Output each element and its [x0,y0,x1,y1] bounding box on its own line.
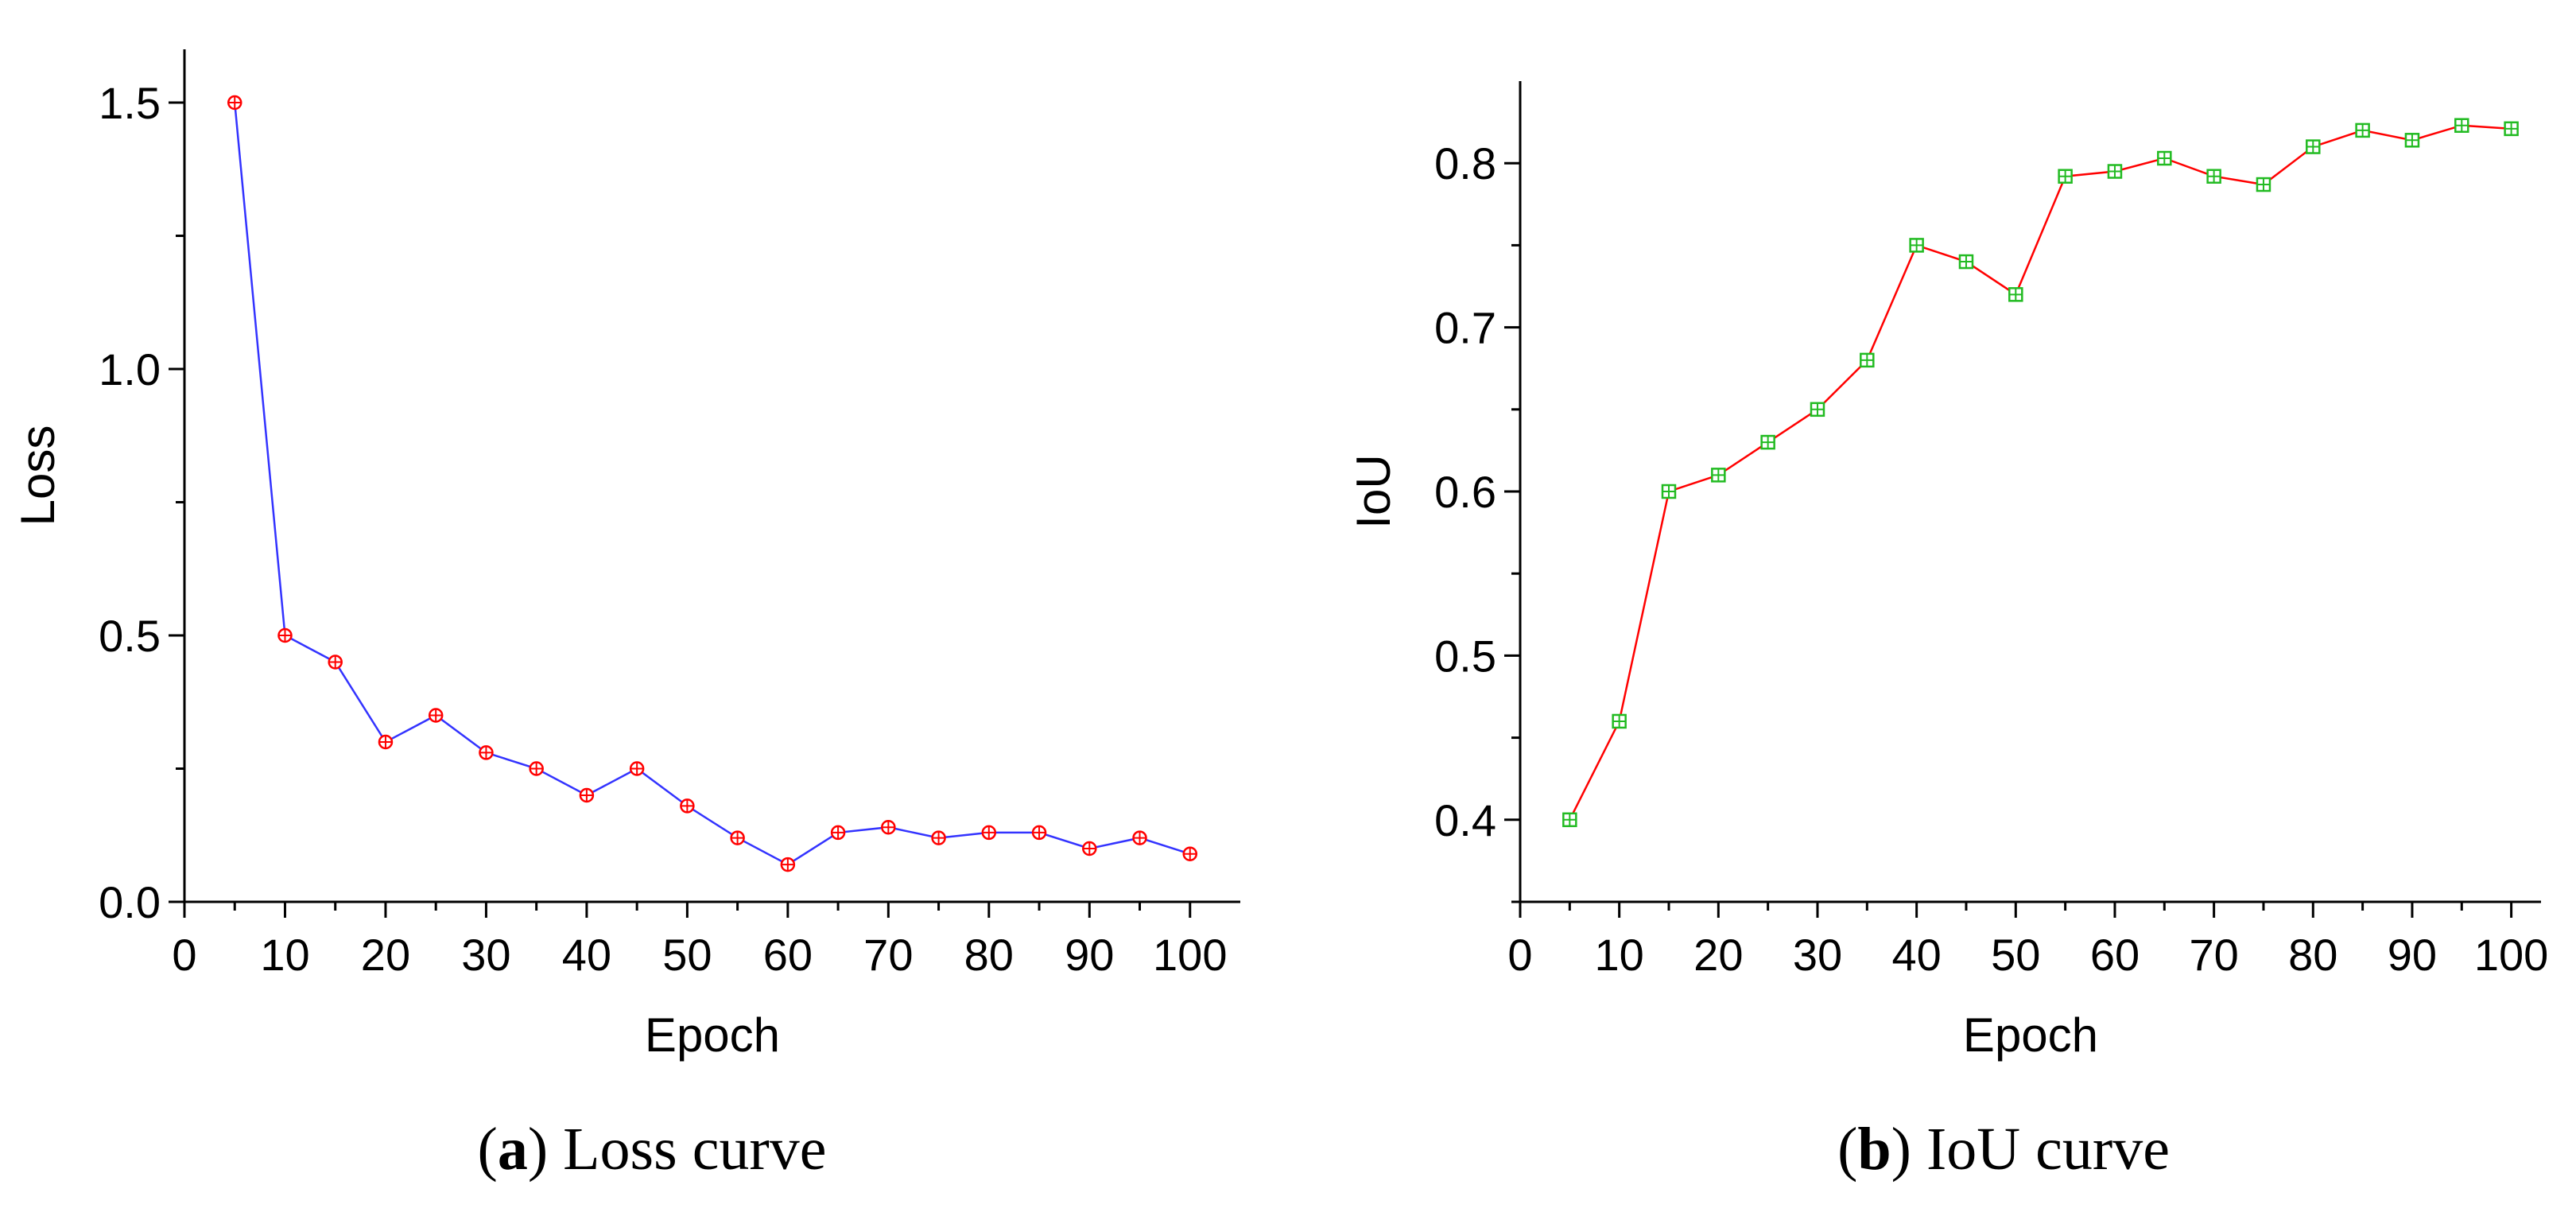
iou-chart: 0 10 20 30 40 50 60 70 80 90 100 0.4 0.5 0.6 0.7 0.8 Epo… [1347,81,2548,1062]
data-point [579,787,595,803]
data-point [277,627,293,643]
data-point [2008,287,2023,302]
data-point [227,95,242,111]
data-point [2058,169,2073,184]
series-line [1569,124,2512,821]
x-tick-label: 0 [1507,930,1532,980]
x-tick-label: 90 [1065,930,1114,980]
data-point [2404,133,2420,148]
data-point [2454,118,2469,133]
x-tick-label: 100 [2474,930,2548,980]
y-tick-label: 0.5 [1434,631,1496,681]
data-point [1711,468,1726,483]
data-point [428,708,444,723]
data-point [1760,434,1775,450]
caption-text: Loss curve [548,1116,827,1183]
x-tick-label: 60 [763,930,813,980]
data-point [2504,121,2519,137]
y-tick-label: 0.6 [1434,467,1496,517]
caption-letter: b [1857,1116,1891,1183]
data-point [1661,484,1677,499]
caption-loss-curve: (a) Loss curve [477,1116,827,1183]
series-line [233,102,1191,866]
y-tick-label: 0.0 [99,877,161,927]
data-point [328,655,343,670]
caption-text: IoU curve [1911,1116,2170,1183]
x-tick-label: 60 [2090,930,2140,980]
x-axis-label: Epoch [1963,1008,2098,1062]
data-point [881,819,896,835]
data-point [1182,846,1198,861]
x-axis-label: Epoch [645,1008,780,1062]
data-point [1958,254,1974,270]
data-point [2206,169,2221,184]
data-point [1031,825,1047,841]
data-point [1860,352,1875,368]
x-tick-label: 0 [172,930,196,980]
x-tick-label: 50 [1991,930,2040,980]
x-tick-label: 70 [2189,930,2238,980]
x-tick-label: 70 [863,930,913,980]
x-tick-label: 30 [461,930,510,980]
x-tick-label: 100 [1153,930,1227,980]
x-tick-label: 50 [662,930,712,980]
data-point [680,798,695,814]
y-tick-label: 0.8 [1434,138,1496,188]
data-point [1612,713,1627,729]
data-point [981,825,997,841]
x-tick-label: 40 [1891,930,1941,980]
x-tick-label: 30 [1793,930,1842,980]
x-tick-label: 40 [562,930,611,980]
data-point [780,857,796,872]
data-point [2355,122,2370,138]
data-point [1132,830,1147,845]
y-tick-label: 1.5 [99,78,161,128]
data-point [629,761,645,776]
caption-letter: a [497,1116,528,1183]
x-tick-label: 10 [260,930,309,980]
data-point [378,734,394,750]
y-axis-label: Loss [11,425,64,526]
x-tick-label: 10 [1595,930,1644,980]
y-tick-label: 1.0 [99,344,161,394]
y-tick-label: 0.7 [1434,303,1496,353]
data-point [830,825,846,841]
y-tick-label: 0.4 [1434,795,1496,845]
data-point [931,830,946,845]
x-tick-label: 90 [2388,930,2437,980]
data-point [1810,402,1825,418]
x-tick-label: 80 [964,930,1014,980]
data-point [479,745,494,760]
x-tick-label: 20 [361,930,410,980]
x-tick-label: 80 [2288,930,2337,980]
x-tick-label: 20 [1693,930,1743,980]
data-point [2107,164,2123,179]
data-point [529,761,544,776]
loss-chart: 0 10 20 30 40 50 60 70 80 90 100 0.0 0.5 1.0 1.5 Epoch L… [11,49,1240,1062]
data-point [1562,812,1577,828]
data-point [2157,150,2172,166]
caption-iou-curve: (b) IoU curve [1837,1116,2170,1183]
data-point [2256,177,2271,192]
data-point [730,830,745,845]
data-point [1082,841,1097,857]
data-point [2306,139,2321,154]
y-axis-label: IoU [1347,454,1400,528]
data-point [1909,238,1924,253]
y-tick-label: 0.5 [99,611,161,661]
